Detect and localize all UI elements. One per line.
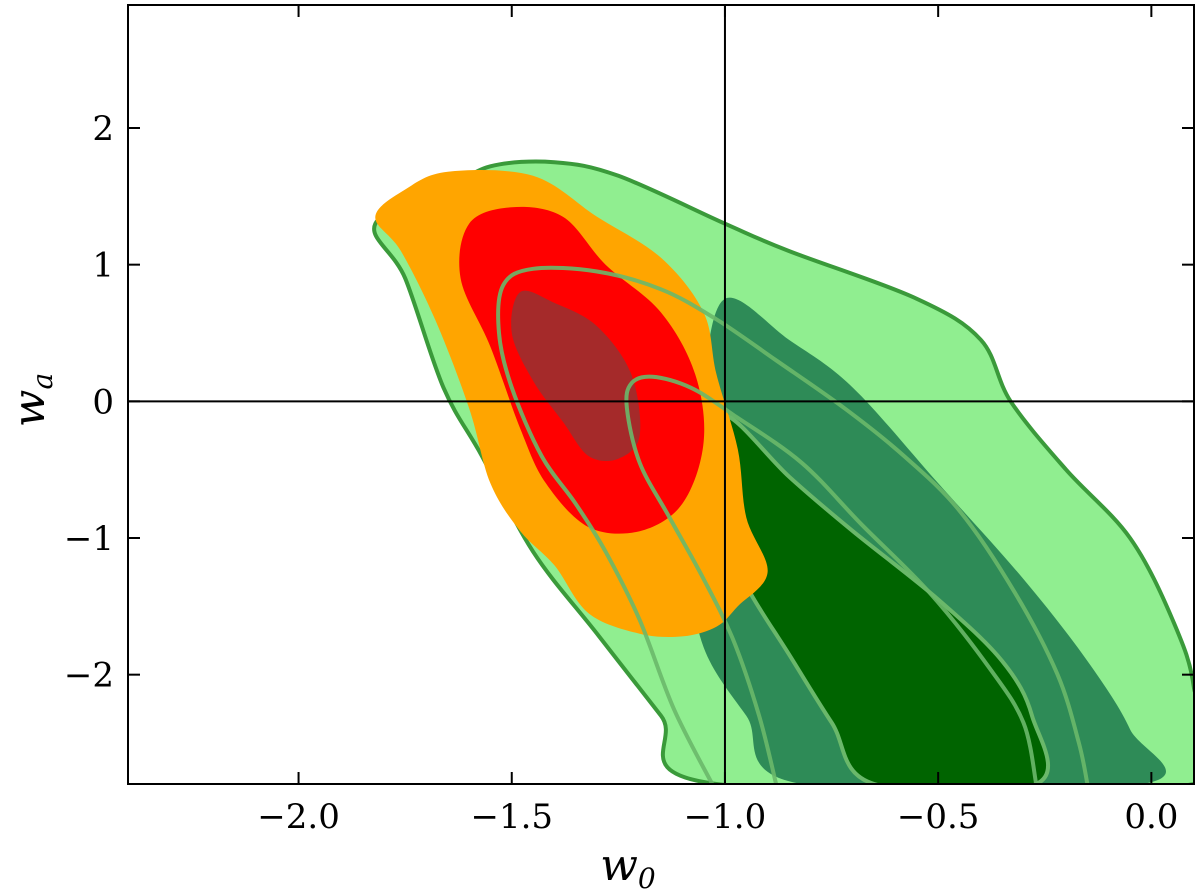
contour-fills — [372, 159, 1194, 784]
y-axis-title-sub: a — [26, 373, 59, 390]
dash-contour-outer — [496, 265, 1090, 784]
y-axis-title: wa — [4, 373, 59, 427]
x-tick-label: −1.0 — [684, 797, 767, 837]
plot-frame — [127, 4, 1195, 785]
dash-contour-inner — [624, 374, 1039, 784]
x-axis-ticks: −2.0 −1.5 −1.0 −0.5 0.0 — [257, 5, 1178, 837]
contour-lines — [496, 265, 1090, 784]
y-tick-label: 2 — [92, 109, 114, 149]
x-tick-label: −1.5 — [470, 797, 553, 837]
x-axis-title-main: w — [600, 840, 638, 890]
y-axis-ticks: −2 −1 0 1 2 — [64, 109, 1194, 696]
y-tick-label: −2 — [64, 656, 114, 696]
x-axis-title: w0 — [600, 840, 656, 890]
y-axis-title-main: w — [4, 390, 55, 428]
x-tick-label: −2.0 — [257, 797, 340, 837]
x-tick-label: −0.5 — [897, 797, 980, 837]
y-tick-label: 0 — [92, 382, 114, 422]
x-axis-title-sub: 0 — [638, 862, 656, 890]
x-tick-label: 0.0 — [1124, 797, 1178, 837]
y-tick-label: 1 — [92, 246, 114, 286]
reference-lines — [128, 5, 1194, 784]
contour-brown — [511, 290, 641, 461]
y-tick-label: −1 — [64, 519, 114, 559]
